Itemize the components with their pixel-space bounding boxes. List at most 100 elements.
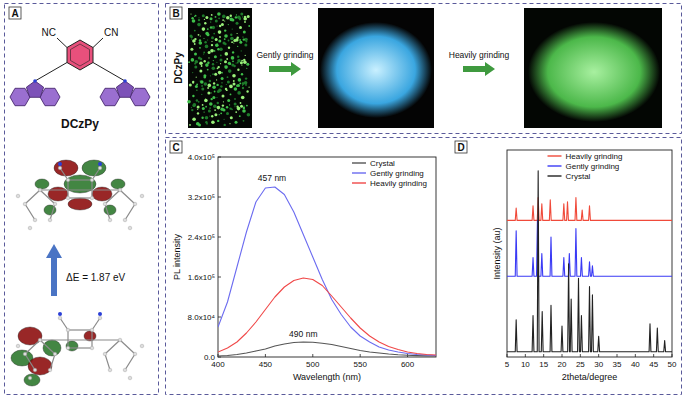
skeleton-bond bbox=[68, 329, 92, 330]
crystal-speck bbox=[245, 55, 246, 56]
step-label: Heavily grinding bbox=[449, 50, 510, 60]
crystal-speck bbox=[223, 42, 226, 45]
crystal-speck bbox=[224, 124, 226, 126]
x-tick-label: 500 bbox=[306, 360, 320, 369]
plot-data bbox=[218, 187, 436, 356]
crystal-speck bbox=[249, 87, 250, 88]
skeleton-atom bbox=[66, 346, 70, 350]
crystal-speck bbox=[200, 80, 201, 81]
crystal-speck bbox=[207, 28, 209, 30]
x-tick bbox=[525, 354, 526, 357]
skeleton-bond bbox=[125, 204, 135, 220]
crystal-speck bbox=[241, 65, 242, 66]
crystal-speck bbox=[205, 45, 209, 49]
crystal-speck bbox=[215, 38, 218, 41]
skeleton-atom bbox=[128, 226, 132, 230]
legend-label: Gently grinding bbox=[370, 169, 424, 178]
crystal-speck bbox=[240, 102, 242, 104]
crystal-speck bbox=[194, 43, 196, 45]
crystal-speck bbox=[201, 94, 202, 95]
crystal-speck bbox=[239, 115, 241, 117]
skeleton-atom bbox=[128, 376, 132, 380]
skeleton-bond bbox=[68, 347, 92, 348]
crystal-speck bbox=[217, 106, 221, 110]
crystal-speck bbox=[230, 34, 232, 36]
crystal-speck bbox=[239, 108, 240, 109]
crystal-speck bbox=[237, 46, 238, 47]
crystal-speck bbox=[228, 47, 230, 49]
crystal-speck bbox=[221, 77, 224, 80]
crystal-speck bbox=[192, 58, 193, 59]
panel-label-box bbox=[170, 141, 182, 153]
crystal-speck bbox=[242, 109, 246, 113]
crystal-speck bbox=[205, 63, 209, 67]
y-tick bbox=[218, 317, 221, 318]
crystal-speck bbox=[241, 96, 245, 100]
crystal-speck bbox=[231, 64, 234, 67]
crystal-speck bbox=[240, 13, 243, 16]
skeleton-atom bbox=[103, 202, 107, 206]
skeleton-atom bbox=[48, 368, 52, 372]
skeleton-atom bbox=[98, 316, 102, 320]
photo-heavily bbox=[524, 8, 662, 128]
crystal-speck bbox=[195, 15, 197, 17]
legend: CrystalGently grindingHeavily grinding bbox=[352, 159, 427, 188]
x-tick bbox=[312, 354, 313, 357]
x-tick bbox=[617, 354, 618, 357]
skeleton-atom bbox=[90, 346, 94, 350]
crystal-speck bbox=[241, 50, 242, 51]
crystal-speck bbox=[198, 17, 199, 18]
skeleton-bond bbox=[105, 204, 110, 220]
green-powder bbox=[528, 22, 660, 122]
crystal-speck bbox=[218, 66, 220, 68]
crystal-speck bbox=[224, 29, 226, 31]
y-tick-label: 1.6x10⁵ bbox=[188, 273, 215, 282]
skeleton-atom bbox=[33, 368, 37, 372]
crystal-speck bbox=[223, 101, 224, 102]
legend-label: Crystal bbox=[566, 172, 591, 181]
orbital-lobe bbox=[82, 160, 106, 176]
crystal-speck bbox=[216, 84, 218, 86]
crystal-speck bbox=[226, 58, 228, 60]
compound-name: DCzPy bbox=[61, 117, 99, 131]
crystal-speck bbox=[220, 58, 223, 61]
skeleton-bond bbox=[68, 179, 92, 180]
crystal-speck bbox=[211, 115, 213, 117]
skeleton-atom bbox=[123, 218, 127, 222]
crystal-speck bbox=[230, 116, 233, 119]
crystal-speck bbox=[220, 63, 221, 64]
crystal-speck bbox=[207, 39, 208, 40]
crystal-speck bbox=[197, 106, 200, 109]
nitrogen bbox=[33, 79, 37, 83]
skeleton-bond bbox=[60, 318, 68, 330]
crystal-speck bbox=[197, 23, 201, 27]
crystal-speck bbox=[247, 15, 250, 18]
bond bbox=[93, 63, 125, 82]
crystal-speck bbox=[243, 61, 247, 65]
crystal-speck bbox=[204, 19, 205, 20]
crystal-speck bbox=[205, 106, 207, 108]
legend-label: Heavily grinding bbox=[370, 179, 427, 188]
x-axis-label: Wavelength (nm) bbox=[293, 372, 361, 382]
crystal-speck bbox=[233, 83, 236, 86]
skeleton-atom bbox=[58, 316, 62, 320]
plot-frame bbox=[218, 157, 436, 357]
crystal-speck bbox=[218, 40, 221, 43]
orbital-lobe bbox=[43, 340, 61, 356]
crystal-speck bbox=[238, 78, 242, 82]
crystal-speck bbox=[224, 65, 228, 69]
crystal-speck bbox=[236, 22, 239, 25]
crystal-speck bbox=[218, 17, 220, 19]
panel-label-box bbox=[455, 141, 467, 153]
crystal-speck bbox=[224, 20, 225, 21]
crystal-speck bbox=[221, 23, 224, 26]
skeleton-atom bbox=[133, 202, 137, 206]
crystal-speck bbox=[243, 120, 245, 122]
crystal-speck bbox=[237, 62, 239, 64]
crystal-speck bbox=[189, 124, 191, 126]
x-tick bbox=[635, 354, 636, 357]
crystal-speck bbox=[227, 76, 229, 78]
skeleton-bond bbox=[92, 168, 100, 180]
y-tick-label: 3.2x10⁵ bbox=[188, 193, 215, 202]
legend-swatch bbox=[548, 175, 562, 176]
